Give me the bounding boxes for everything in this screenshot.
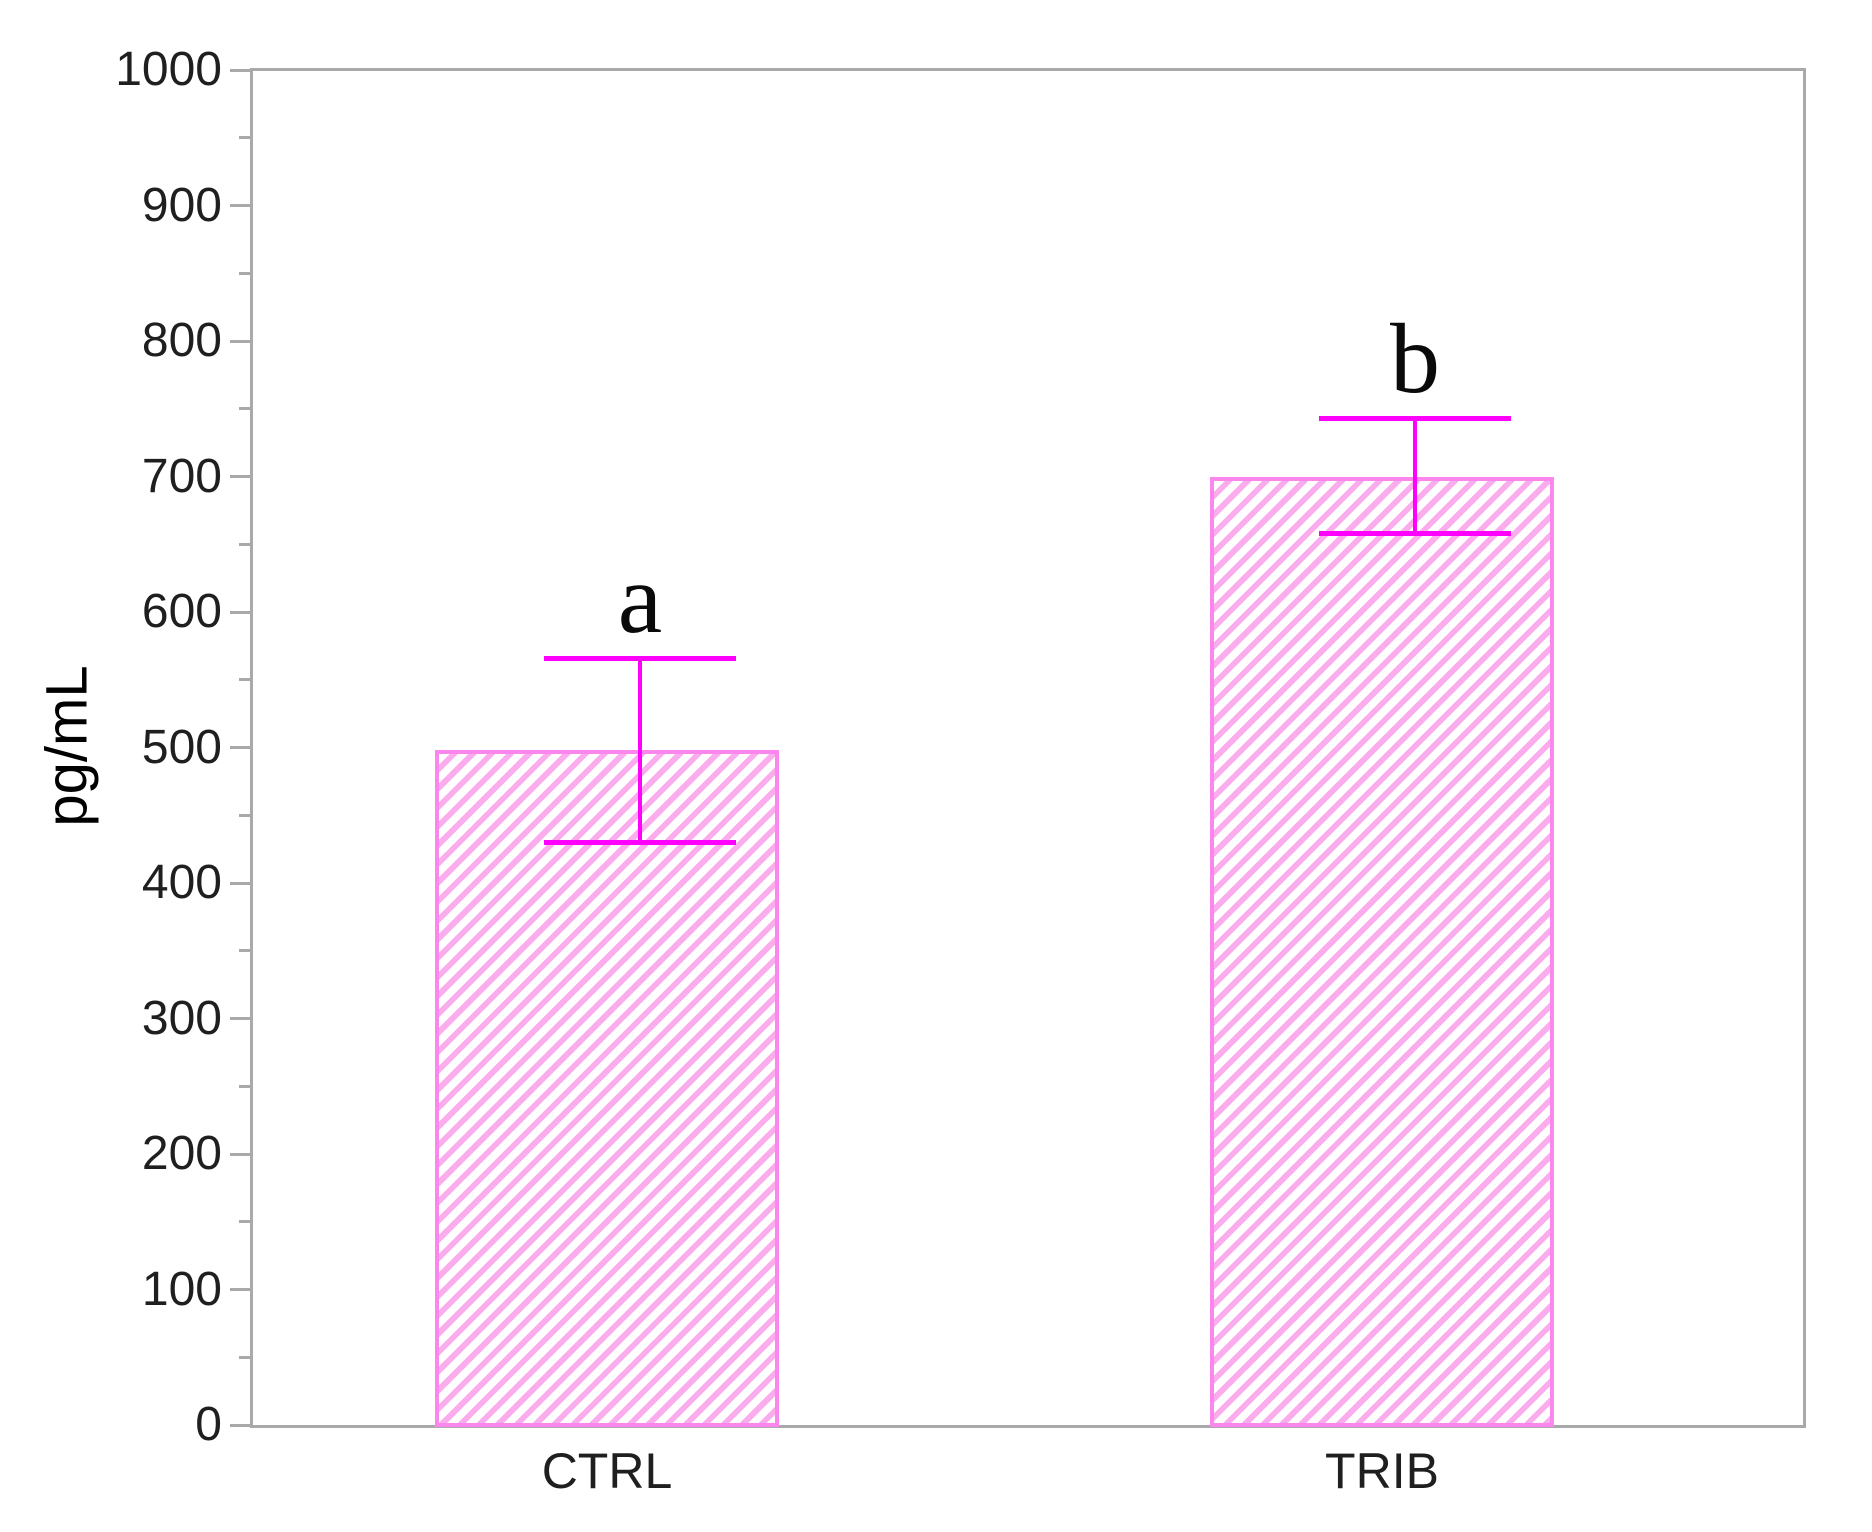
y-major-tick — [230, 746, 250, 749]
y-major-tick — [230, 1288, 250, 1291]
error-bar-cap-bottom — [1319, 531, 1511, 536]
y-major-tick — [230, 1424, 250, 1427]
bar-trib — [1210, 477, 1554, 1427]
y-minor-tick — [239, 1085, 250, 1088]
error-bar-vline — [638, 658, 642, 842]
y-major-tick — [230, 340, 250, 343]
y-tick-label: 300 — [141, 992, 222, 1045]
x-category-label-ctrl: CTRL — [541, 1443, 673, 1499]
y-minor-tick — [239, 1220, 250, 1223]
y-major-tick — [230, 475, 250, 478]
y-minor-tick — [239, 1356, 250, 1359]
y-tick-label: 600 — [141, 585, 222, 638]
x-category-label-trib: TRIB — [1325, 1443, 1439, 1499]
y-tick-label: 700 — [141, 450, 222, 503]
y-minor-tick — [239, 407, 250, 410]
error-bar-vline — [1413, 418, 1417, 533]
y-minor-tick — [239, 272, 250, 275]
y-tick-label: 800 — [141, 314, 222, 367]
y-tick-label: 900 — [141, 179, 222, 232]
y-tick-label: 500 — [141, 721, 222, 774]
y-tick-label: 400 — [141, 856, 222, 909]
sig-letter-a: a — [617, 543, 663, 654]
y-minor-tick — [239, 543, 250, 546]
y-major-tick — [230, 204, 250, 207]
y-major-tick — [230, 69, 250, 72]
y-minor-tick — [239, 678, 250, 681]
y-major-tick — [230, 1153, 250, 1156]
y-major-tick — [230, 882, 250, 885]
y-tick-label: 100 — [141, 1263, 222, 1316]
y-minor-tick — [239, 136, 250, 139]
sig-letter-b: b — [1390, 303, 1440, 414]
error-bar-cap-bottom — [544, 840, 736, 845]
y-minor-tick — [239, 814, 250, 817]
y-major-tick — [230, 1017, 250, 1020]
y-major-tick — [230, 611, 250, 614]
y-minor-tick — [239, 949, 250, 952]
y-tick-label: 0 — [195, 1398, 222, 1451]
error-bar-cap-top — [1319, 416, 1511, 421]
bar-ctrl — [435, 750, 779, 1427]
error-bar-cap-top — [544, 656, 736, 661]
y-tick-label: 1000 — [115, 43, 222, 96]
y-tick-label: 200 — [141, 1127, 222, 1180]
